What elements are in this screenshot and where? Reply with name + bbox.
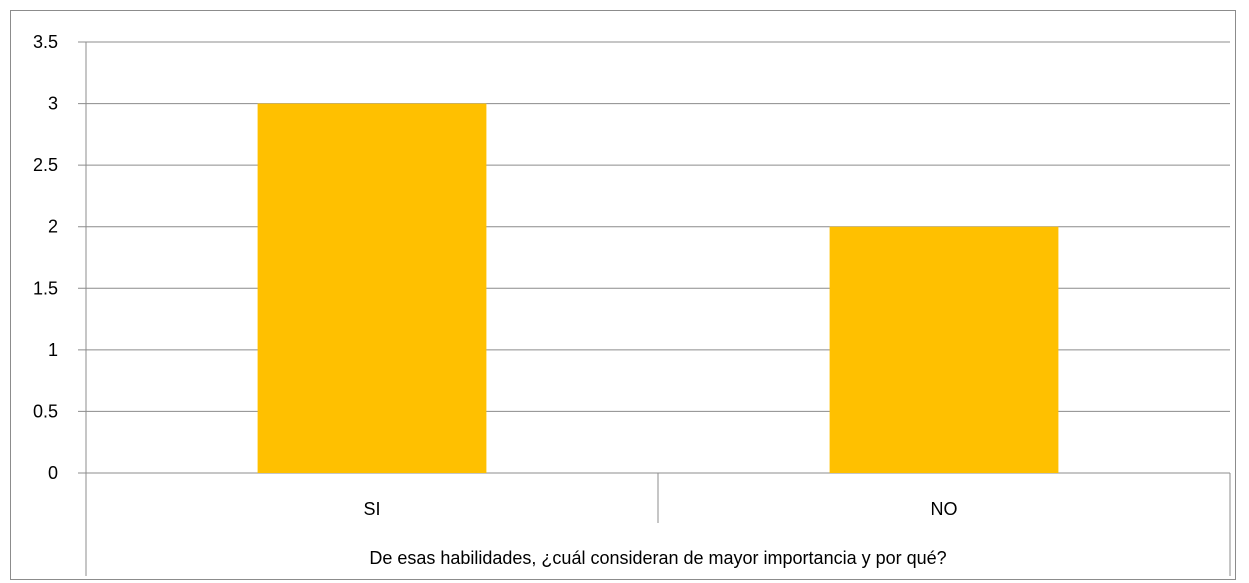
y-tick-label: 0: [48, 463, 58, 483]
category-label-si: SI: [363, 499, 380, 519]
y-tick-label: 0.5: [33, 401, 58, 421]
bar-si: [257, 103, 487, 474]
y-tick-label: 1.5: [33, 278, 58, 298]
y-tick-label: 3.5: [33, 32, 58, 52]
y-tick-label: 2: [48, 217, 58, 237]
x-axis-title: De esas habilidades, ¿cuál consideran de…: [369, 548, 946, 568]
y-tick-label: 1: [48, 340, 58, 360]
bar-no: [829, 226, 1059, 473]
y-tick-label: 2.5: [33, 155, 58, 175]
category-label-no: NO: [931, 499, 958, 519]
y-tick-label: 3: [48, 94, 58, 114]
